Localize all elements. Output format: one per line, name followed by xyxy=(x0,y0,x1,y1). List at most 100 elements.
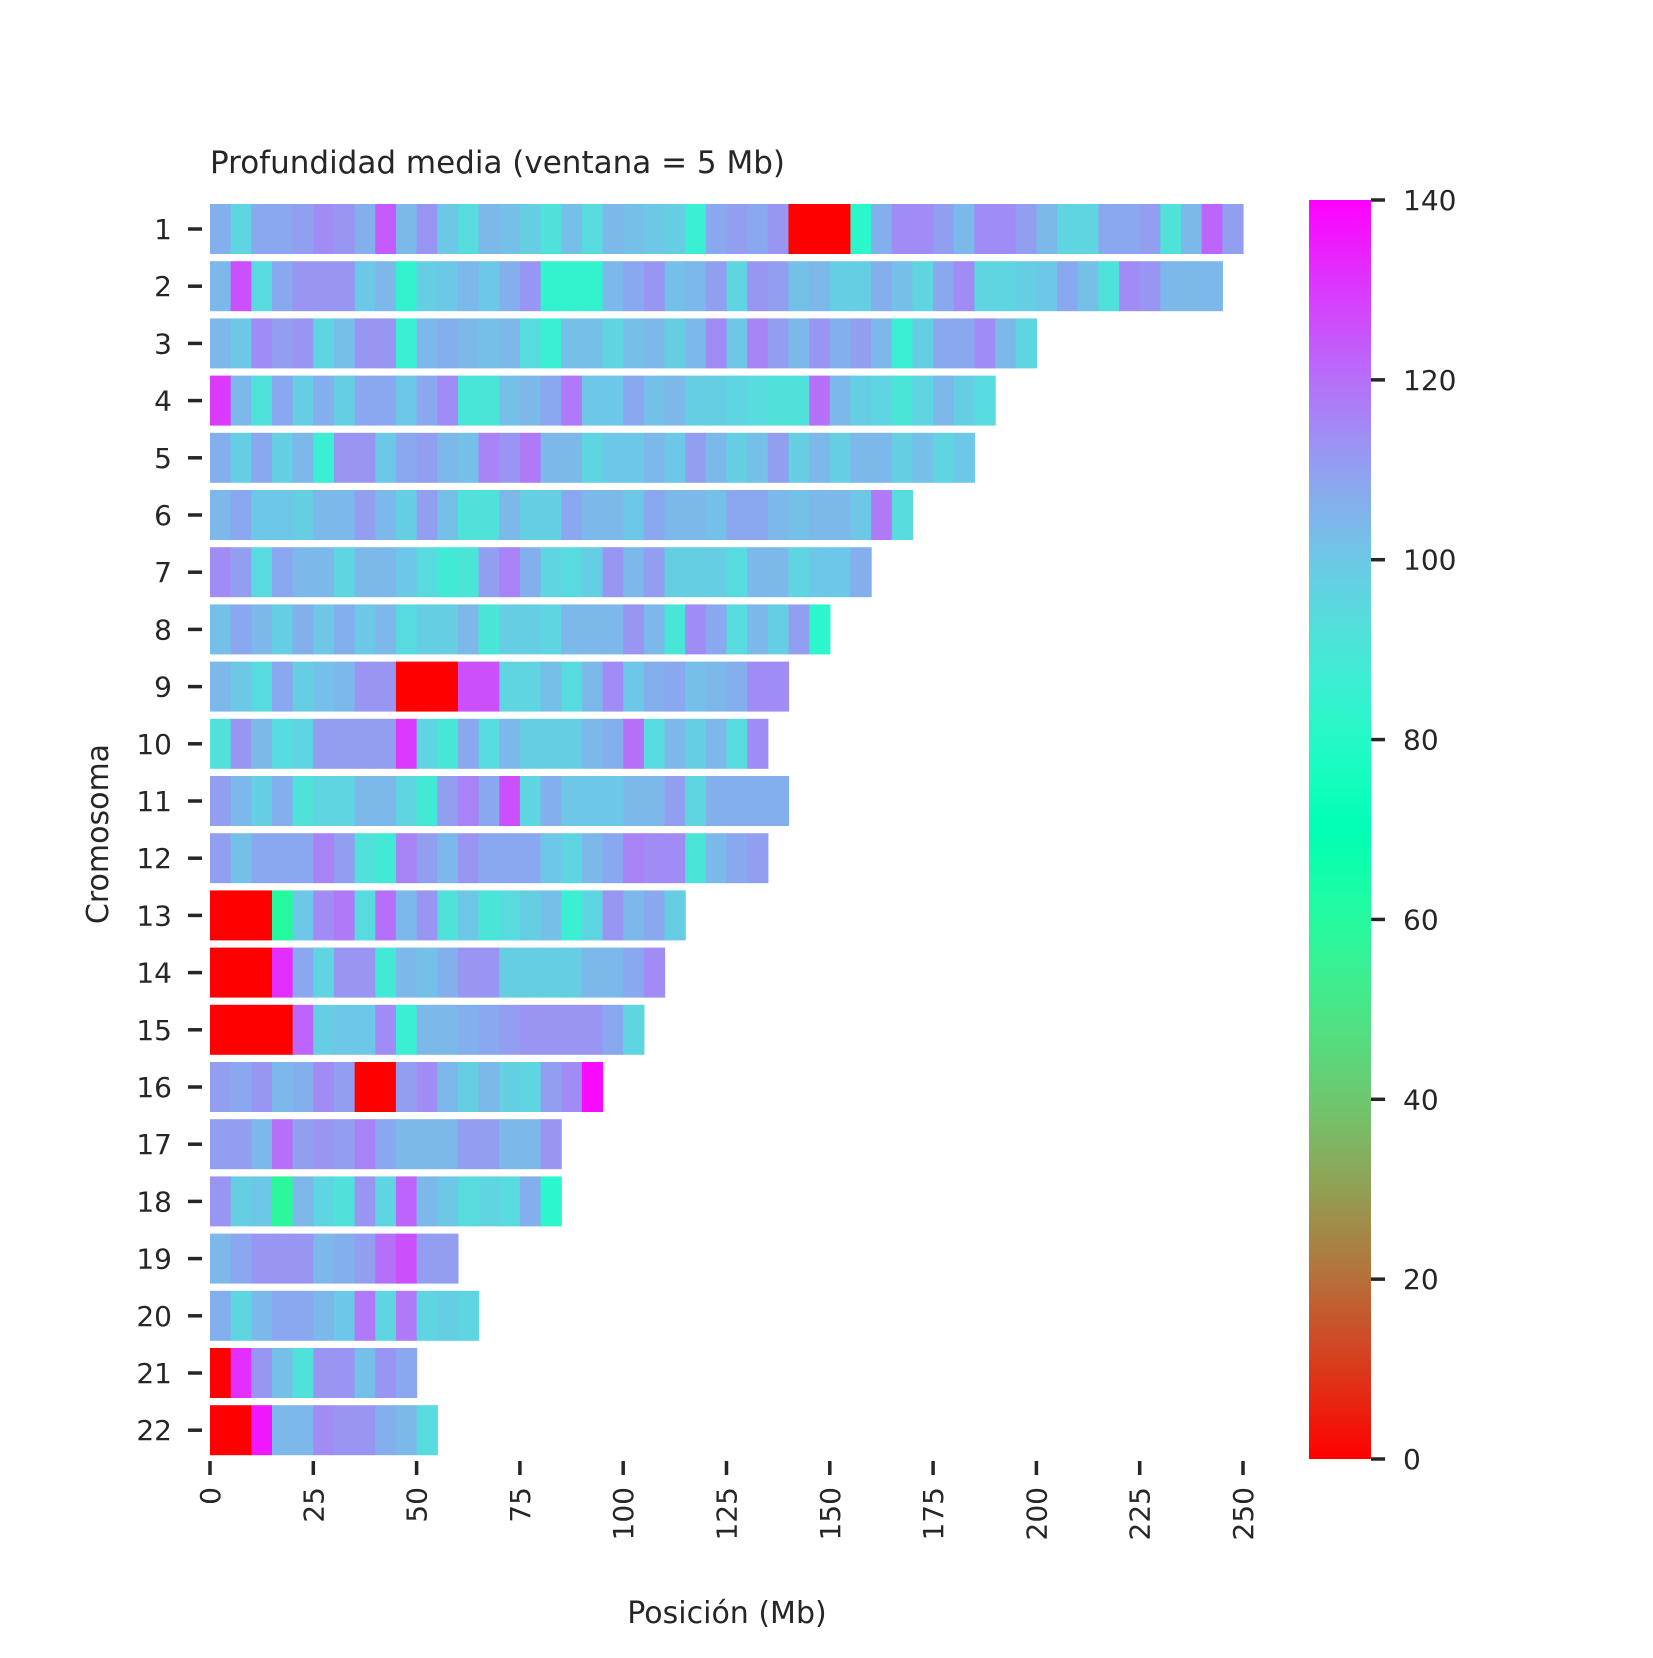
heatmap-cell xyxy=(437,890,459,941)
heatmap-cell xyxy=(230,661,252,712)
heatmap-cell xyxy=(809,261,831,312)
heatmap-cell xyxy=(705,661,728,712)
heatmap-cell xyxy=(664,490,686,540)
heatmap-cell xyxy=(726,432,748,483)
heatmap-cell xyxy=(230,1119,252,1170)
heatmap-cell xyxy=(747,261,769,312)
colorbar-tick-label: 140 xyxy=(1403,184,1456,217)
heatmap-cell xyxy=(333,890,356,941)
heatmap-cell xyxy=(416,1233,438,1284)
heatmap-cell xyxy=(292,318,314,369)
heatmap-cell xyxy=(602,947,624,998)
heatmap-cell xyxy=(933,375,955,426)
heatmap-cell xyxy=(375,661,397,712)
heatmap-cell xyxy=(519,1062,542,1112)
heatmap-cell xyxy=(375,1176,397,1227)
heatmap-cell xyxy=(581,833,604,884)
heatmap-cell xyxy=(540,261,562,312)
heatmap-cell xyxy=(333,1290,356,1341)
heatmap-cell xyxy=(540,604,562,655)
heatmap-cell xyxy=(829,490,852,540)
heatmap-cell xyxy=(333,375,356,426)
heatmap-cell xyxy=(271,547,294,598)
heatmap-cell xyxy=(437,1062,459,1112)
heatmap-cell xyxy=(540,1176,562,1227)
heatmap-cell xyxy=(664,432,686,483)
heatmap-cell xyxy=(519,1119,542,1170)
colorbar-tick-label: 120 xyxy=(1403,364,1456,397)
heatmap-cell xyxy=(540,490,562,540)
heatmap-cell xyxy=(561,432,583,483)
heatmap-cell xyxy=(375,776,397,826)
heatmap-cell xyxy=(457,204,480,254)
heatmap-cell xyxy=(437,1176,459,1227)
heatmap-cell xyxy=(292,776,314,826)
x-axis-label: Posición (Mb) xyxy=(627,1596,826,1631)
heatmap-cell xyxy=(395,661,418,712)
heatmap-cell xyxy=(271,1290,294,1341)
heatmap-cell xyxy=(1015,204,1037,254)
heatmap-cell xyxy=(499,718,521,769)
heatmap-cell xyxy=(375,718,397,769)
heatmap-cell xyxy=(457,1290,480,1341)
heatmap-cell xyxy=(581,604,604,655)
heatmap-cell xyxy=(623,547,645,598)
heatmap-cell xyxy=(292,1119,314,1170)
heatmap-cell xyxy=(437,261,459,312)
heatmap-cell xyxy=(519,776,542,826)
heatmap-cell xyxy=(809,375,831,426)
heatmap-cell xyxy=(540,547,562,598)
heatmap-cell xyxy=(251,947,273,998)
heatmap-cell xyxy=(891,204,914,254)
heatmap-cell xyxy=(230,890,252,941)
heatmap-cell xyxy=(581,890,604,941)
heatmap-cell xyxy=(705,776,728,826)
heatmap-cell xyxy=(623,432,645,483)
heatmap-cell xyxy=(623,261,645,312)
heatmap-cell xyxy=(519,547,542,598)
heatmap-cell xyxy=(333,490,356,540)
heatmap-cell xyxy=(354,1233,376,1284)
heatmap-cell xyxy=(395,604,418,655)
heatmap-cell xyxy=(602,547,624,598)
heatmap-cell xyxy=(788,547,810,598)
heatmap-cell xyxy=(685,318,707,369)
heatmap-cell xyxy=(829,261,852,312)
y-tick-label: 11 xyxy=(136,785,172,818)
heatmap-cell xyxy=(499,1176,521,1227)
heatmap-cell xyxy=(437,776,459,826)
x-tick-label: 75 xyxy=(504,1487,537,1523)
heatmap-cell xyxy=(395,833,418,884)
y-tick-label: 18 xyxy=(136,1185,172,1218)
heatmap-cell xyxy=(375,432,397,483)
heatmap-cell xyxy=(230,1176,252,1227)
heatmap-cell xyxy=(333,833,356,884)
heatmap-cell xyxy=(395,375,418,426)
heatmap-cell xyxy=(850,432,872,483)
heatmap-cell xyxy=(333,1119,356,1170)
heatmap-cell xyxy=(747,547,769,598)
heatmap-cell xyxy=(416,776,438,826)
heatmap-cell xyxy=(602,490,624,540)
heatmap-cell xyxy=(416,547,438,598)
heatmap-cell xyxy=(292,718,314,769)
chromosome-row-9 xyxy=(210,661,790,712)
heatmap-cell xyxy=(395,432,418,483)
heatmap-cell xyxy=(726,318,748,369)
x-axis: 0 25 50 75 100 125 150 175 200 225 250 xyxy=(194,1461,1260,1540)
heatmap-cell xyxy=(395,1176,418,1227)
heatmap-cell xyxy=(1077,204,1099,254)
y-tick-label: 4 xyxy=(154,385,172,418)
x-tick-label: 125 xyxy=(711,1487,744,1540)
heatmap-cell xyxy=(540,890,562,941)
chromosome-row-1 xyxy=(210,204,1244,254)
chromosome-row-16 xyxy=(210,1062,604,1112)
heatmap-cell xyxy=(788,375,810,426)
heatmap-cell xyxy=(271,890,294,941)
heatmap-cell xyxy=(395,1119,418,1170)
heatmap-cell xyxy=(271,1176,294,1227)
heatmap-cell xyxy=(685,661,707,712)
heatmap-cell xyxy=(602,718,624,769)
heatmap-cell xyxy=(581,661,604,712)
